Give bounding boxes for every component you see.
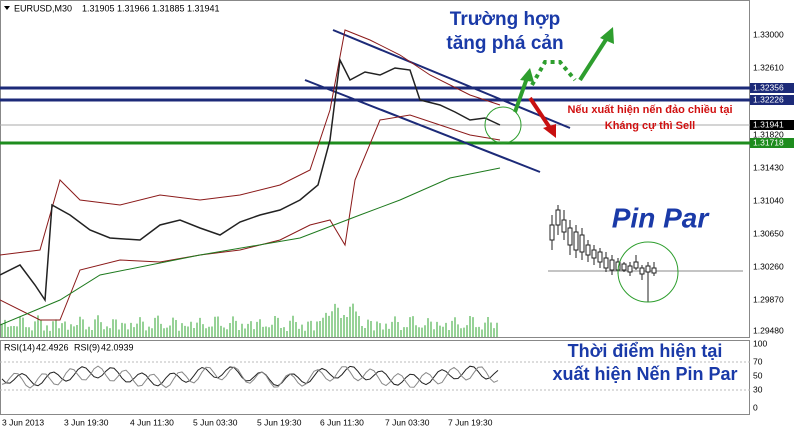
pinbar-circle [617, 241, 679, 303]
time-label: 3 Jun 19:30 [64, 417, 109, 427]
high: 1.31966 [117, 3, 150, 13]
price-label: 1.31941 [753, 119, 784, 129]
price-label: 1.31430 [753, 162, 784, 172]
inset-body [609, 259, 615, 271]
rsi-value: 42.4926 [36, 342, 69, 352]
price-label: 1.32610 [753, 62, 784, 72]
menu-arrow [4, 6, 10, 10]
annotation: xuất hiện Nến Pin Par [552, 364, 737, 384]
inset-body [603, 257, 609, 269]
price-label: 1.29870 [753, 294, 784, 304]
highlight-circle [484, 106, 522, 144]
inset-body [579, 234, 585, 253]
annotation: Nếu xuất hiện nến đảo chiều tại [567, 104, 732, 116]
time-label: 5 Jun 19:30 [257, 417, 302, 427]
inset-body [567, 227, 573, 246]
price-label: 1.33000 [753, 29, 784, 39]
inset-body [627, 265, 633, 273]
price-label: 1.30650 [753, 228, 784, 238]
rsi-axis-label: 70 [753, 356, 763, 366]
price-label: 1.32226 [753, 94, 784, 104]
inset-body [561, 219, 567, 233]
time-label: 5 Jun 03:30 [193, 417, 238, 427]
rsi-14 [1, 365, 499, 387]
low: 1.31885 [152, 3, 185, 13]
price-label: 1.31040 [753, 195, 784, 205]
time-label: 3 Jun 2013 [2, 417, 44, 427]
inset-body [555, 209, 561, 226]
price-label: 1.31820 [753, 129, 784, 139]
price-label: 1.32356 [753, 82, 784, 92]
rsi-axis-label: 100 [753, 338, 767, 348]
main-frame [0, 0, 750, 338]
level-box [750, 95, 794, 105]
annotation: Trường hợp [450, 9, 560, 30]
annotation: tăng phá cản [446, 33, 563, 54]
channel-top [332, 29, 571, 129]
inset-body [633, 261, 639, 269]
breakout-arrows [513, 27, 614, 113]
price-label: 1.29480 [753, 325, 784, 335]
inset-body [549, 224, 555, 241]
inset-body [585, 244, 591, 256]
rsi-label: RSI(14) [4, 342, 35, 352]
annotation: Kháng cự thì Sell [605, 120, 695, 132]
volume [1, 303, 498, 337]
annotation: Pin Par [612, 202, 711, 233]
annotation: Thời điểm hiện tại [568, 341, 723, 361]
rsi-line [0, 361, 750, 391]
price-label: 1.30260 [753, 261, 784, 271]
moving-average [0, 167, 501, 326]
price-label: 1.31718 [753, 137, 784, 147]
inset-body [645, 265, 651, 273]
inset-body [573, 231, 579, 251]
sell-arrow [528, 96, 556, 138]
rsi-label: RSI(9) [74, 342, 100, 352]
level-box [750, 83, 794, 93]
inset-body [597, 251, 603, 263]
close: 1.31941 [187, 3, 220, 13]
bb-lower [0, 114, 501, 321]
bb-upper [0, 29, 501, 256]
rsi-axis-label: 50 [753, 370, 763, 380]
rsi-frame [0, 340, 750, 415]
rsi-axis-label: 30 [753, 384, 763, 394]
inset-body [621, 263, 627, 271]
time-label: 4 Jun 11:30 [130, 417, 174, 427]
channel-bottom [304, 79, 541, 173]
price [0, 57, 501, 303]
rsi-value: 42.0939 [101, 342, 134, 352]
close-box [750, 120, 794, 130]
inset-body [591, 249, 597, 259]
inset-body [651, 267, 657, 274]
time-label: 7 Jun 19:30 [448, 417, 493, 427]
support-box [750, 138, 794, 148]
rsi-axis-label: 0 [753, 402, 758, 412]
time-label: 6 Jun 11:30 [320, 417, 364, 427]
inset-body [639, 267, 645, 275]
open: 1.31905 [82, 3, 115, 13]
rsi-9 [1, 365, 499, 389]
time-label: 7 Jun 03:30 [385, 417, 430, 427]
symbol: EURUSD,M30 [14, 3, 72, 13]
